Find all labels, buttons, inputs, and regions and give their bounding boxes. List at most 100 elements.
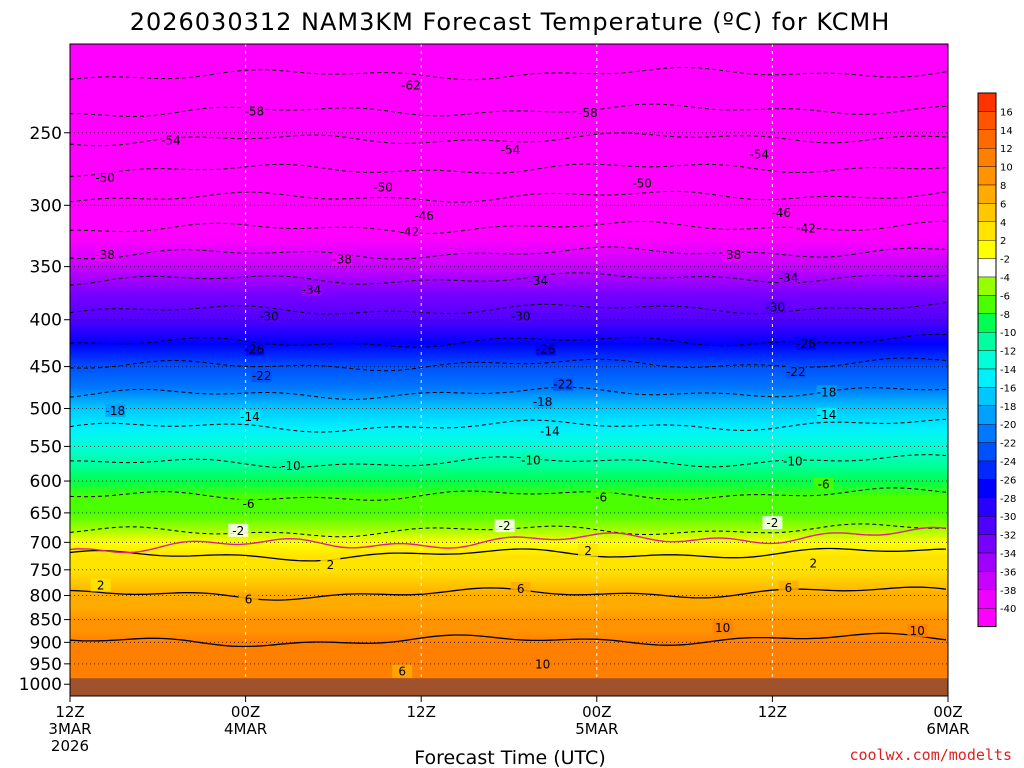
contour-label: -38 [332, 253, 352, 267]
contour-label: -22 [553, 378, 573, 392]
contour-label: -6 [243, 497, 255, 511]
colorbar-label: 4 [1000, 218, 1006, 229]
contour-label: 6 [517, 582, 525, 596]
y-tick-label: 400 [30, 311, 62, 331]
x-tick-label: 5MAR [575, 720, 618, 738]
contour-label-bg [239, 410, 260, 424]
colorbar-label: -24 [1000, 457, 1016, 468]
below-ground-area [70, 678, 948, 696]
contour-label: 2 [97, 578, 105, 592]
contour-label: -30 [259, 310, 279, 324]
y-tick-label: 600 [30, 472, 62, 492]
contour-label-bg [105, 403, 126, 417]
contour-label: -62 [401, 79, 421, 93]
colorbar-label: -14 [1000, 365, 1016, 376]
x-tick-label: 00Z [933, 703, 962, 721]
contour-label-bg [721, 248, 742, 262]
contour-label: -10 [281, 459, 301, 473]
contour-label-bg [785, 364, 806, 378]
contour-label-bg [803, 556, 824, 570]
colorbar-swatch [977, 442, 997, 462]
y-tick-label: 250 [30, 124, 62, 144]
contour-label: -50 [373, 181, 393, 195]
y-tick-label: 300 [30, 196, 62, 216]
contour-label: -38 [95, 248, 115, 262]
contour-label: 2 [810, 556, 818, 570]
contour-label-bg [259, 309, 280, 323]
colorbar-swatch [977, 350, 997, 370]
colorbar-label: -20 [1000, 420, 1016, 431]
contour-label: -30 [511, 310, 531, 324]
zero-isotherm-line [70, 526, 946, 554]
contour-label: 6 [785, 581, 793, 595]
colorbar-swatch [977, 313, 997, 333]
isotherm-contour [70, 547, 947, 562]
isotherm-contour [70, 586, 947, 601]
contour-label-bg [782, 454, 803, 468]
colorbar-label: 16 [1000, 107, 1013, 118]
contour-label-bg [778, 270, 799, 284]
colorbar-swatch [977, 460, 997, 480]
contour-label: 6 [398, 665, 406, 679]
isotherm-contour [70, 632, 947, 648]
contour-label: -42 [796, 221, 816, 235]
contour-label-bg [578, 543, 599, 557]
contour-label: -10 [783, 454, 803, 468]
contour-label-bg [816, 385, 837, 399]
colorbar-label: -32 [1000, 531, 1016, 542]
contour-label-bg [90, 578, 111, 592]
contour-label-bg [400, 78, 421, 92]
contour-label-bg [373, 180, 394, 194]
colorbar-swatch [977, 589, 997, 609]
contour-label-bg [238, 592, 259, 606]
y-tick-label: 750 [30, 561, 62, 581]
contour-label-bg [228, 523, 249, 537]
colorbar-swatch [977, 276, 997, 296]
contour-label-bg [528, 274, 549, 288]
colorbar-label: -22 [1000, 439, 1016, 450]
temperature-field [70, 44, 948, 696]
contour-label-bg [532, 657, 553, 671]
contour-label: -6 [595, 490, 607, 504]
y-tick-label: 800 [30, 586, 62, 606]
watermark: coolwx.com/modelts [849, 746, 1012, 764]
x-tick-label: 6MAR [926, 720, 969, 738]
y-tick-label: 700 [30, 533, 62, 553]
colorbar-label: -28 [1000, 494, 1016, 505]
colorbar-frame [977, 92, 997, 628]
contour-label: -46 [414, 209, 434, 223]
contour-label-bg [280, 459, 301, 473]
contour-label-bg [632, 176, 653, 190]
contour-label: -34 [302, 283, 322, 297]
contour-label: -54 [501, 143, 521, 157]
colorbar-swatch [977, 147, 997, 167]
contour-label-bg [510, 309, 531, 323]
colorbar-swatch [977, 368, 997, 388]
contour-label: -58 [578, 106, 598, 120]
y-tick-label: 450 [30, 358, 62, 378]
contour-label: 10 [535, 658, 550, 672]
contour-label: -58 [245, 105, 265, 119]
y-tick-label: 550 [30, 437, 62, 457]
contour-label: -38 [722, 248, 742, 262]
contour-label: -22 [786, 365, 806, 379]
contour-label-bg [765, 300, 786, 314]
chart-title: 2026030312 NAM3KM Forecast Temperature (… [130, 8, 891, 36]
plot-frame [69, 43, 949, 697]
colorbar-swatch [977, 258, 997, 278]
contour-label: -10 [521, 454, 541, 468]
colorbar-swatch [977, 424, 997, 443]
contour-label: -6 [818, 477, 830, 491]
colorbar-label: -34 [1000, 549, 1016, 560]
colorbar-swatch [977, 332, 997, 351]
x-tick-label: 2026 [51, 737, 89, 755]
contour-label-bg [520, 453, 541, 467]
contour-label-bg [301, 282, 322, 296]
contour-label-bg [332, 252, 353, 266]
y-tick-label: 650 [30, 504, 62, 524]
y-tick-label: 850 [30, 611, 62, 631]
contour-label-bg [238, 497, 259, 511]
colorbar-label: -10 [1000, 328, 1016, 339]
